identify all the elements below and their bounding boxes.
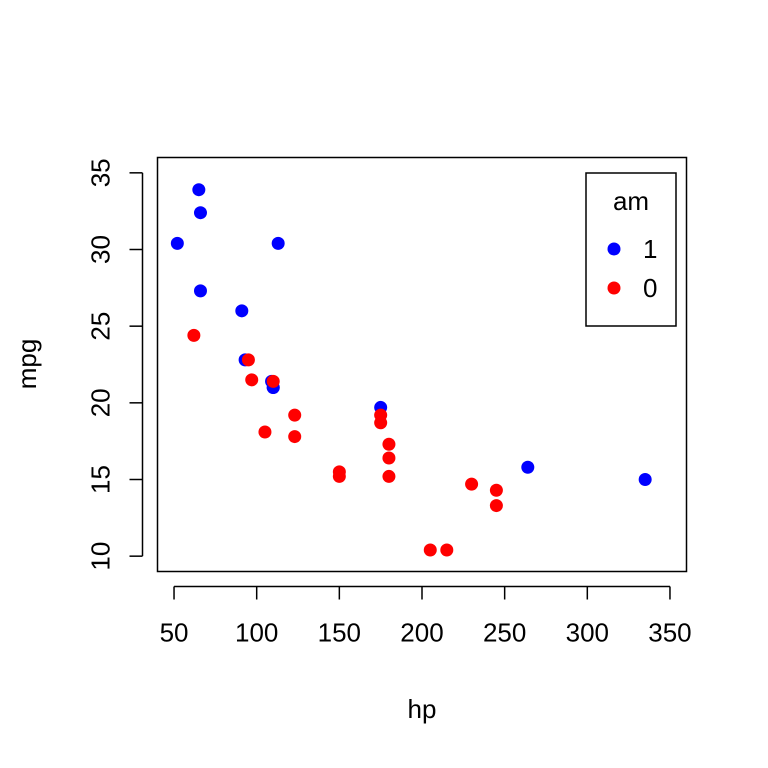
legend: am 1 0 (585, 172, 677, 327)
data-point-am-1 (170, 236, 184, 250)
y-tick-label: 35 (86, 158, 116, 187)
y-tick-label: 25 (86, 312, 116, 341)
y-tick-label: 15 (86, 465, 116, 494)
data-point-am-1 (521, 460, 535, 474)
data-point-am-0 (241, 353, 255, 367)
data-point-am-1 (193, 284, 207, 298)
data-point-am-0 (465, 477, 479, 491)
x-tick-label: 100 (235, 618, 278, 648)
data-point-am-0 (187, 328, 201, 342)
plot-frame (156, 156, 688, 573)
x-tick-label: 300 (566, 618, 609, 648)
y-axis: 10 15 20 25 30 35 (86, 158, 144, 571)
data-points (170, 183, 652, 557)
y-axis-label: mpg (12, 339, 42, 390)
x-tick-label: 200 (400, 618, 443, 648)
legend-label-1: 1 (643, 234, 657, 264)
legend-box (585, 172, 677, 327)
data-point-am-1 (193, 206, 207, 220)
legend-label-0: 0 (643, 273, 657, 303)
data-point-am-0 (382, 451, 396, 465)
x-tick-label: 50 (160, 618, 189, 648)
data-point-am-0 (258, 425, 272, 439)
y-tick-label: 10 (86, 542, 116, 571)
data-point-am-1 (235, 304, 249, 318)
data-point-am-0 (332, 469, 346, 483)
data-point-am-0 (489, 499, 503, 513)
data-point-am-0 (382, 469, 396, 483)
data-point-am-0 (288, 430, 302, 444)
data-point-am-0 (489, 483, 503, 497)
data-point-am-0 (440, 543, 454, 557)
y-tick-label: 20 (86, 388, 116, 417)
data-point-am-1 (638, 473, 652, 486)
data-point-am-0 (374, 416, 388, 430)
y-tick-label: 30 (86, 235, 116, 264)
legend-marker-0 (607, 281, 621, 295)
data-point-am-0 (245, 373, 259, 387)
data-point-am-1 (271, 236, 285, 250)
x-tick-label: 150 (318, 618, 361, 648)
legend-marker-1 (607, 242, 621, 256)
x-axis-label: hp (408, 694, 437, 724)
data-point-am-0 (382, 437, 396, 451)
data-point-am-0 (288, 408, 302, 422)
data-point-am-0 (266, 374, 280, 388)
x-tick-label: 250 (483, 618, 526, 648)
legend-title: am (613, 186, 649, 216)
x-axis: 50 100 150 200 250 300 350 (160, 585, 692, 648)
data-point-am-1 (192, 183, 206, 197)
x-tick-label: 350 (648, 618, 691, 648)
data-point-am-0 (423, 543, 437, 557)
